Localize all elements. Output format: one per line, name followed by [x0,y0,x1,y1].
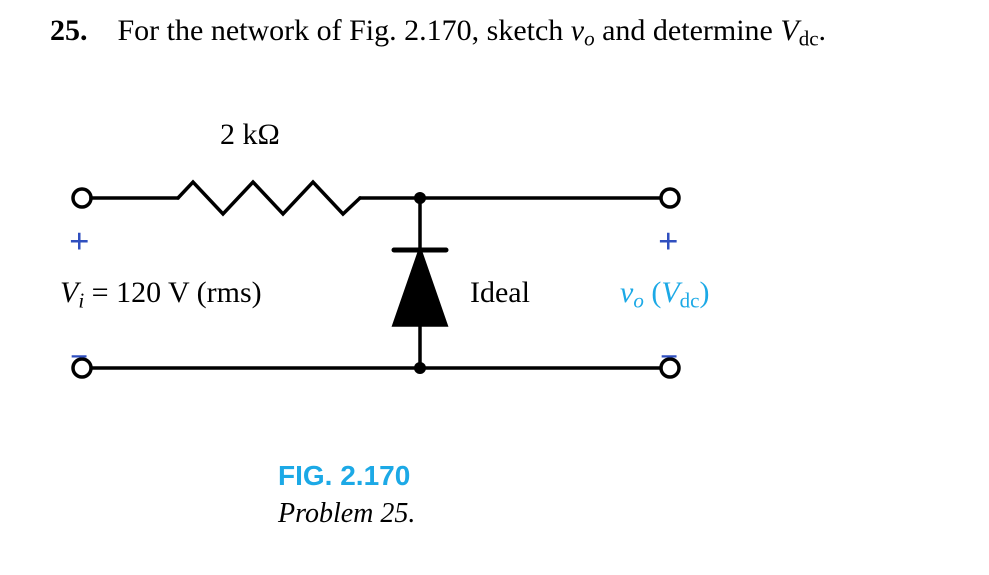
minus-right: − [660,338,678,375]
plus-left: + [69,220,90,262]
terminal-top-left [73,189,91,207]
problem-statement: 25. For the network of Fig. 2.170, sketc… [50,14,826,51]
vo-subscript: o [584,26,595,50]
problem-text-mid: and determine [595,14,781,47]
problem-number: 25. [50,14,88,47]
figure-label: FIG. 2.170 [278,460,410,492]
resistor-label: 2 kΩ [220,118,280,152]
terminal-top-right [661,189,679,207]
vo-label: vo (Vdc) [620,276,709,313]
ideal-label: Ideal [470,276,530,310]
problem-period: . [819,14,827,47]
vo-symbol: v [571,14,584,47]
resistor-symbol [178,182,360,214]
vi-label: Vi = 120 V (rms) [60,276,262,313]
figure-subcaption: Problem 25. [278,498,415,530]
minus-left: − [70,338,88,375]
vdc-symbol: V [780,14,798,47]
problem-text-prefix: For the network of Fig. 2.170, sketch [118,14,571,47]
diode-triangle [394,250,446,325]
plus-right: + [658,220,679,262]
vdc-subscript: dc [799,26,819,50]
